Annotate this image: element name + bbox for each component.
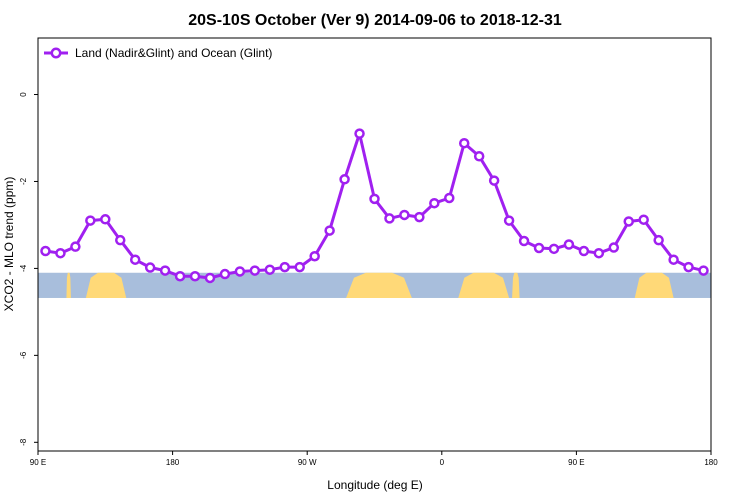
data-point: [563, 239, 575, 250]
data-point: [683, 261, 694, 273]
data-point: [85, 215, 96, 226]
data-point: [189, 270, 201, 282]
land-region-2: [346, 272, 412, 298]
y-tick-label: -4: [19, 264, 28, 272]
data-point: [444, 192, 455, 204]
x-tick-label: 180: [166, 458, 180, 467]
data-point: [488, 175, 500, 186]
data-point: [399, 209, 410, 221]
chart-title: 20S-10S October (Ver 9) 2014-09-06 to 20…: [188, 12, 562, 29]
legend: Land (Nadir&Glint) and Ocean (Glint): [44, 46, 272, 60]
y-tick-label: -2: [19, 177, 28, 185]
data-point: [219, 268, 231, 280]
data-point: [264, 264, 276, 275]
y-tick-label: -8: [19, 438, 28, 446]
y-axis: 0 -2 -4 -6 -8: [19, 92, 38, 446]
data-point: [234, 266, 246, 277]
x-axis-label: Longitude (deg E): [327, 478, 422, 492]
data-point: [354, 128, 365, 139]
y-tick-label: 0: [19, 92, 28, 97]
data-point: [384, 213, 395, 224]
plot-frame: [37, 37, 712, 452]
data-point: [414, 211, 425, 223]
data-point: [698, 265, 709, 276]
data-point: [324, 225, 335, 236]
x-tick-label: 90 E: [568, 458, 584, 467]
data-point: [204, 272, 216, 284]
x-tick-label: 90 E: [30, 458, 46, 467]
data-point: [249, 265, 261, 276]
data-point: [668, 254, 679, 265]
y-axis-label: XCO2 - MLO trend (ppm): [2, 177, 16, 312]
data-point: [40, 245, 51, 257]
x-tick-label: 180: [704, 458, 718, 467]
data-point: [100, 214, 111, 225]
data-point: [608, 242, 620, 253]
land-region-0: [85, 272, 127, 298]
plot-area: [38, 128, 711, 298]
data-point: [623, 216, 634, 227]
data-point: [503, 215, 515, 226]
data-point: [593, 247, 605, 259]
data-point: [309, 250, 320, 262]
data-point: [429, 197, 440, 209]
land-region-1: [66, 272, 71, 298]
series-line-0: [45, 132, 704, 280]
data-point: [294, 261, 305, 273]
data-point: [339, 174, 350, 185]
legend-label: Land (Nadir&Glint) and Ocean (Glint): [75, 46, 272, 60]
x-tick-label: 90 W: [298, 458, 317, 467]
data-point: [638, 214, 649, 225]
data-point: [55, 247, 66, 259]
data-point: [115, 234, 126, 246]
land-region-5: [634, 272, 674, 298]
data-point: [129, 254, 141, 265]
x-tick-label: 0: [440, 458, 445, 467]
y-tick-label: -6: [19, 351, 28, 359]
data-point: [473, 150, 485, 162]
data-point: [159, 265, 171, 276]
x-axis: 90 E 180 90 W 0 90 E 180: [30, 451, 718, 467]
legend-marker-swatch: [50, 47, 62, 59]
data-point: [548, 243, 560, 255]
data-point: [533, 242, 545, 254]
data-point: [144, 262, 156, 273]
data-point: [518, 235, 530, 247]
data-point: [578, 245, 590, 257]
data-point: [174, 270, 186, 282]
data-point: [458, 137, 470, 149]
data-point: [279, 261, 291, 273]
data-point: [653, 234, 664, 246]
data-point: [70, 241, 81, 252]
land-region-3: [458, 272, 510, 298]
land-region-4: [512, 272, 520, 298]
data-point: [369, 193, 380, 205]
